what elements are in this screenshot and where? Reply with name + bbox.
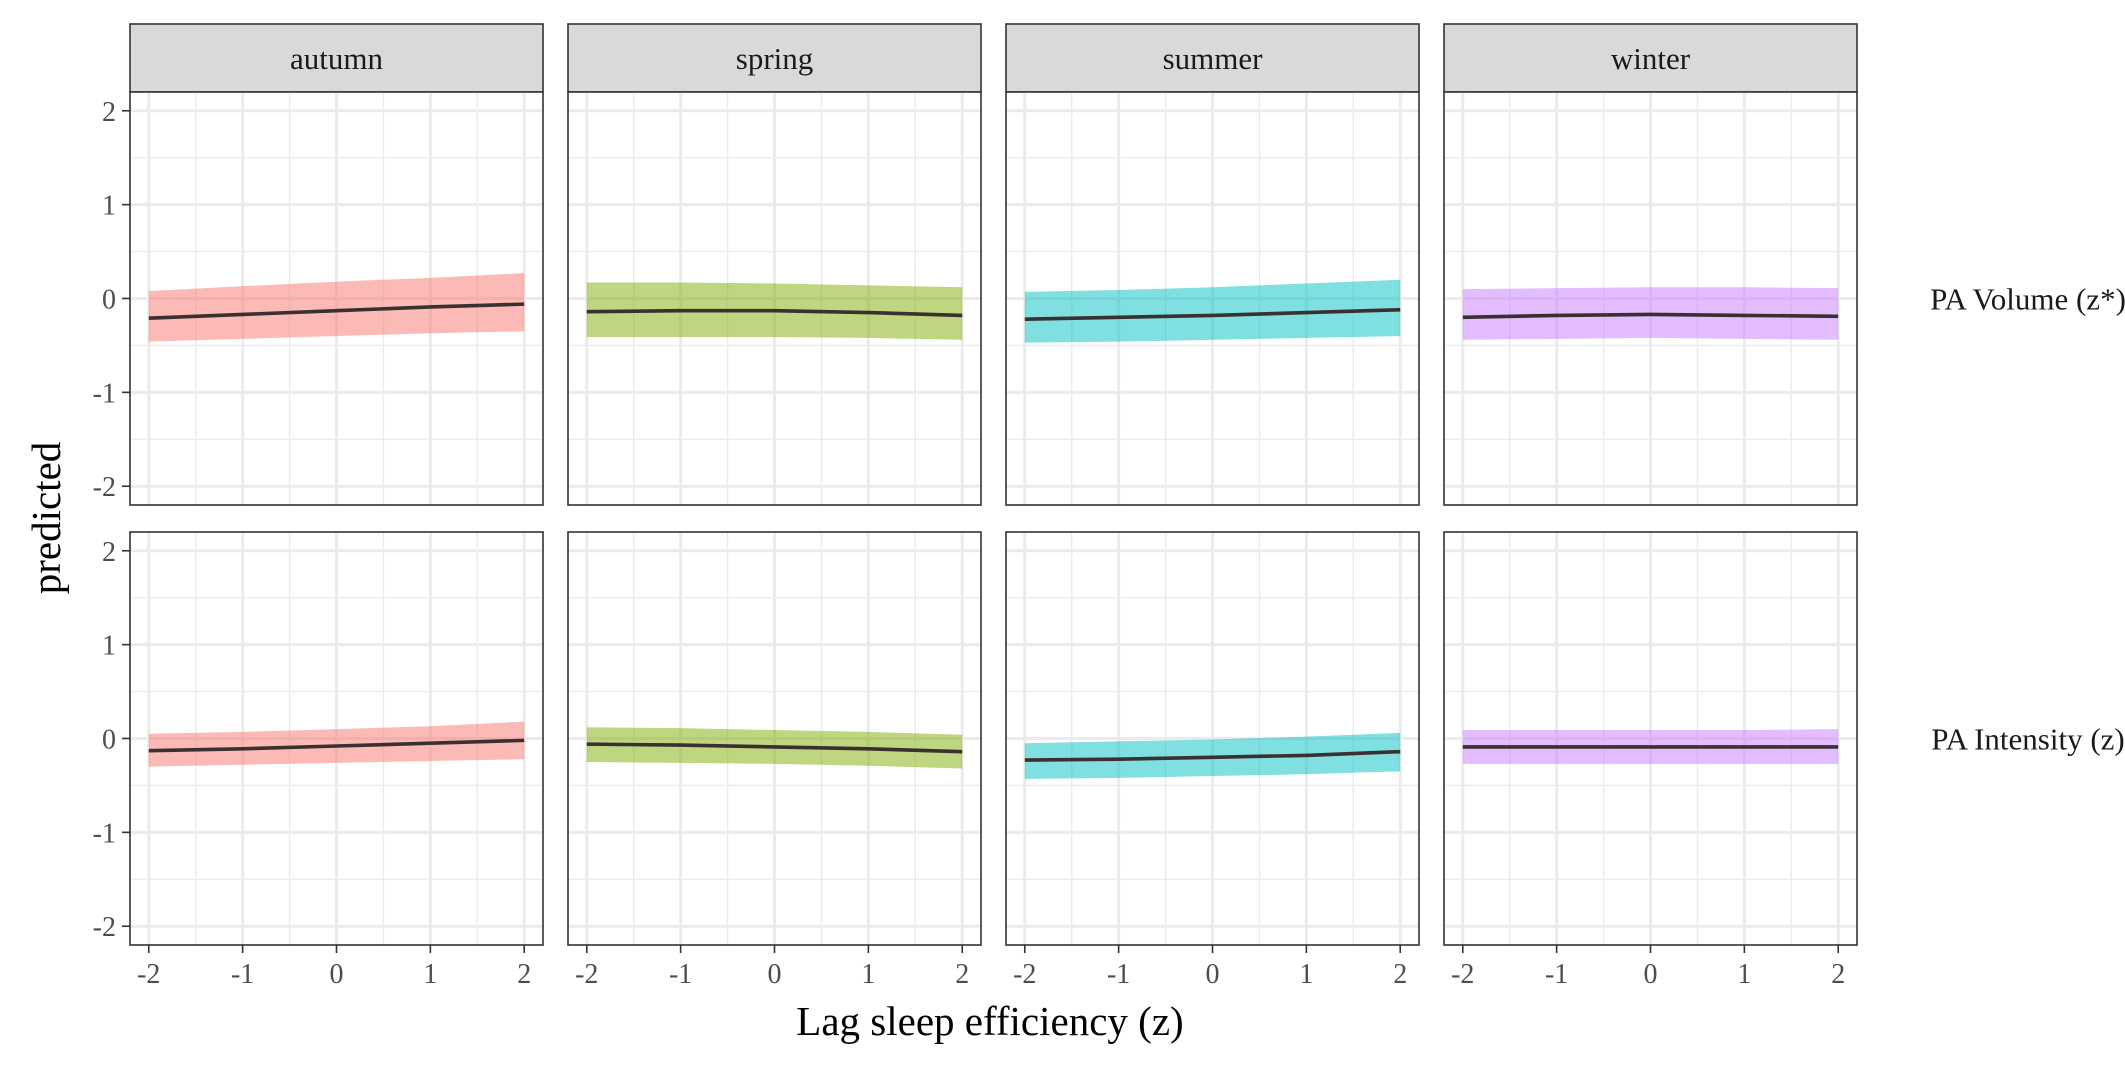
y-tick-label: -2 bbox=[93, 912, 116, 943]
x-tick-label: 0 bbox=[1206, 959, 1220, 990]
x-tick-label: 2 bbox=[1393, 959, 1407, 990]
fit-line-intensity-spring bbox=[586, 742, 963, 754]
y-tick-label: 0 bbox=[102, 285, 116, 316]
x-tick-label: -2 bbox=[1451, 959, 1474, 990]
strip-spring bbox=[567, 23, 982, 93]
strip-winter bbox=[1443, 23, 1858, 93]
fit-line-intensity-summer bbox=[1024, 749, 1401, 762]
fit-line-volume-autumn bbox=[148, 302, 525, 321]
x-tick-label: 1 bbox=[1299, 959, 1313, 990]
x-tick-label: -2 bbox=[137, 959, 160, 990]
ci-ribbon-volume-summer bbox=[1024, 279, 1401, 343]
x-tick-label: 2 bbox=[955, 959, 969, 990]
y-axis-title: predicted bbox=[23, 442, 69, 595]
row-label-volume: PA Volume (z*) bbox=[1930, 282, 2125, 317]
x-tick-label: 2 bbox=[517, 959, 531, 990]
x-tick-label: 1 bbox=[423, 959, 437, 990]
ci-ribbon-volume-autumn bbox=[148, 273, 525, 342]
y-tick-label: 0 bbox=[102, 725, 116, 756]
fit-line-volume-winter bbox=[1462, 312, 1839, 320]
y-tick-label: -1 bbox=[93, 818, 116, 849]
x-tick-label: 0 bbox=[768, 959, 782, 990]
panel-border-volume-summer bbox=[1005, 91, 1420, 506]
y-tick-label: -1 bbox=[93, 378, 116, 409]
row-label-intensity: PA Intensity (z) bbox=[1931, 722, 2124, 757]
x-tick-label: -2 bbox=[1013, 959, 1036, 990]
panel-border-volume-winter bbox=[1443, 91, 1858, 506]
x-tick-label: -1 bbox=[669, 959, 692, 990]
strip-autumn bbox=[129, 23, 544, 93]
fit-line-volume-summer bbox=[1024, 307, 1401, 321]
ci-ribbon-intensity-autumn bbox=[148, 721, 525, 767]
x-tick-label: 1 bbox=[1737, 959, 1751, 990]
x-axis-title: Lag sleep efficiency (z) bbox=[796, 998, 1183, 1044]
fit-line-volume-spring bbox=[586, 308, 963, 318]
y-tick-label: 2 bbox=[102, 537, 116, 568]
strip-label-autumn: autumn bbox=[290, 41, 383, 76]
x-tick-label: 1 bbox=[861, 959, 875, 990]
x-tick-label: -1 bbox=[1107, 959, 1130, 990]
x-tick-label: -1 bbox=[1545, 959, 1568, 990]
x-tick-label: -1 bbox=[231, 959, 254, 990]
x-tick-label: -2 bbox=[575, 959, 598, 990]
y-tick-label: 1 bbox=[102, 191, 116, 222]
y-tick-label: 1 bbox=[102, 631, 116, 662]
panel-border-volume-spring bbox=[567, 91, 982, 506]
y-tick-label: -2 bbox=[93, 472, 116, 503]
strip-label-winter: winter bbox=[1611, 41, 1691, 76]
strip-summer bbox=[1005, 23, 1420, 93]
fit-line-intensity-autumn bbox=[148, 738, 525, 753]
x-tick-label: 2 bbox=[1831, 959, 1845, 990]
x-tick-label: 0 bbox=[1644, 959, 1658, 990]
x-tick-label: 0 bbox=[330, 959, 344, 990]
strip-label-summer: summer bbox=[1163, 41, 1264, 76]
y-tick-label: 2 bbox=[102, 97, 116, 128]
strip-label-spring: spring bbox=[736, 41, 814, 76]
